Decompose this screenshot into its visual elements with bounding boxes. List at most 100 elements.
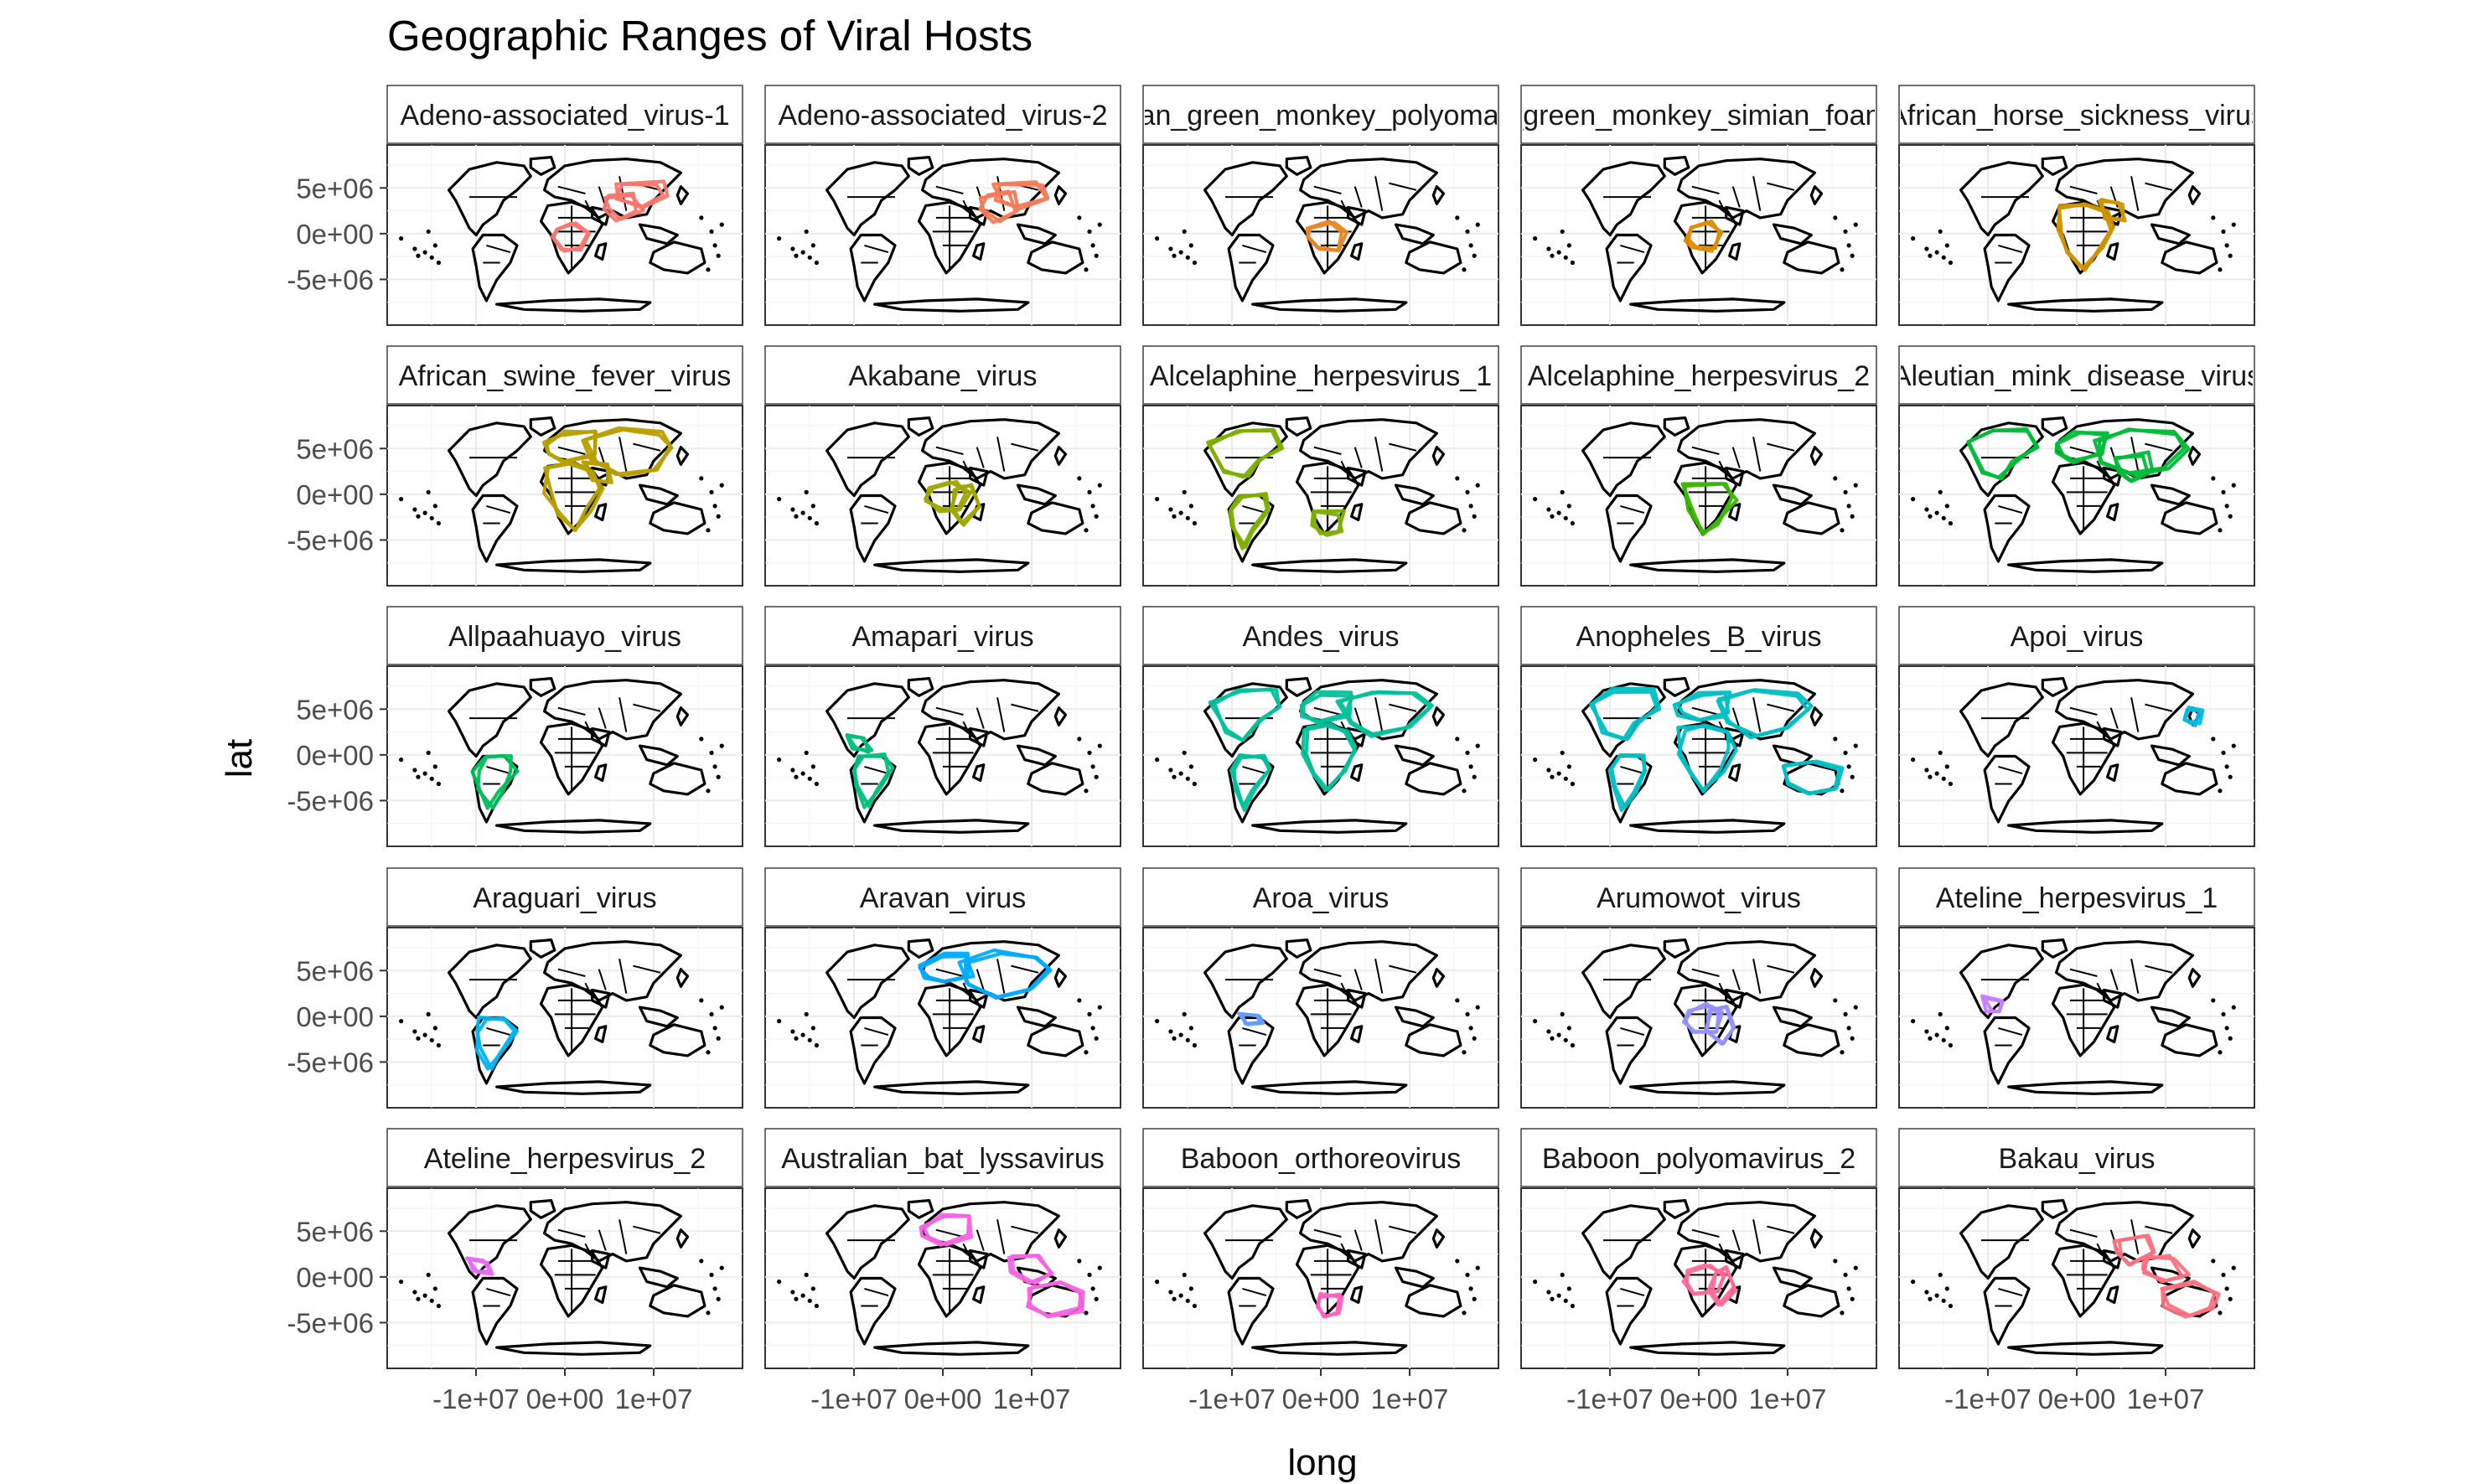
- island-dot: [1168, 1290, 1173, 1295]
- landmass-outline: [495, 558, 652, 573]
- island-dot: [2228, 1036, 2233, 1041]
- country-border: [486, 504, 511, 514]
- island-dot: [1911, 758, 1916, 763]
- island-dot: [709, 1011, 714, 1016]
- island-dot: [1840, 267, 1845, 272]
- facet-panel: Bakau_virus -1e+07 0e+00 1e+07: [1898, 1128, 2255, 1414]
- island-dot: [1938, 229, 1943, 234]
- island-dot: [1850, 1036, 1855, 1041]
- host-range-outline: [1232, 753, 1272, 812]
- landmass-outline: [849, 1276, 897, 1346]
- island-dot: [416, 253, 421, 258]
- landmass-outline: [529, 416, 556, 437]
- host-range-outline: [1316, 1291, 1344, 1319]
- country-border: [2069, 1228, 2098, 1238]
- country-border: [557, 1228, 586, 1238]
- facet-strip: [1142, 1128, 1499, 1187]
- host-range-outline: [1980, 994, 2004, 1014]
- island-dot: [1924, 246, 1929, 251]
- landmass-outline: [1673, 983, 1738, 1057]
- country-border: [1731, 969, 1741, 990]
- island-dot: [1182, 1272, 1187, 1277]
- island-dot: [2221, 489, 2226, 494]
- island-dot: [719, 743, 724, 748]
- island-dot: [1833, 998, 1838, 1003]
- island-dot: [1846, 243, 1851, 248]
- landmass-outline: [594, 1285, 608, 1304]
- landmass-outline: [471, 233, 519, 302]
- island-dot: [436, 1042, 441, 1048]
- landmass-outline: [969, 726, 989, 747]
- island-dot: [1087, 1272, 1092, 1277]
- island-dot: [2228, 1296, 2233, 1301]
- facet-panels: Adeno-associated_virus-1 5e+06 0e+00 -5e+06…: [287, 85, 2261, 1414]
- island-dot: [1941, 776, 1946, 781]
- landmass-outline: [2161, 762, 2218, 796]
- island-dot: [1560, 489, 1565, 494]
- landmass-outline: [907, 416, 934, 437]
- country-border: [1718, 460, 1727, 476]
- facet-strip-label: Ateline_herpesvirus_2: [424, 1143, 706, 1175]
- landmass-outline: [1394, 1266, 1435, 1289]
- host-range-outline: [1026, 1280, 1083, 1318]
- host-range-outline: [949, 483, 981, 525]
- facet-strip: [1142, 867, 1499, 927]
- facet-strip-label: Aleutian_mink_disease_virus: [1892, 360, 2261, 392]
- landmass-outline: [1295, 200, 1360, 275]
- island-dot: [1924, 507, 1929, 512]
- landmass-outline: [969, 1249, 989, 1269]
- landmass-outline: [649, 1284, 706, 1318]
- facet-strip-label: Anopheles_B_virus: [1576, 621, 1822, 653]
- island-dot: [1090, 1286, 1095, 1291]
- landmass-outline: [2041, 416, 2068, 437]
- island-dot: [1570, 1303, 1575, 1309]
- landmass-outline: [1251, 819, 1408, 834]
- host-range-outline: [475, 1015, 516, 1071]
- island-dot: [1843, 750, 1848, 755]
- island-dot: [1853, 1265, 1858, 1270]
- landmass-outline: [1350, 1025, 1364, 1043]
- island-dot: [1155, 1280, 1160, 1285]
- country-border: [935, 185, 964, 194]
- island-dot: [1172, 514, 1177, 519]
- landmass-outline: [543, 940, 682, 1002]
- facet-strip: [1898, 85, 2255, 144]
- island-dot: [800, 510, 805, 515]
- island-dot: [1944, 504, 1949, 509]
- landmass-outline: [594, 1025, 608, 1043]
- island-dot: [1084, 789, 1089, 794]
- island-dot: [2211, 737, 2216, 742]
- island-dot: [804, 229, 809, 234]
- landmass-outline: [1016, 744, 1057, 767]
- island-dot: [1178, 1032, 1183, 1037]
- landmass-outline: [917, 1244, 982, 1318]
- facet-strip: [764, 85, 1121, 144]
- host-range-outline: [1304, 722, 1357, 792]
- landmass-outline: [1299, 418, 1438, 480]
- landmass-outline: [1203, 682, 1288, 758]
- facet-panel: African_swine_fever_virus 5e+06 0e+00 -5e+0…: [287, 345, 743, 587]
- island-dot: [1560, 750, 1565, 755]
- facet-strip: [1520, 867, 1877, 927]
- island-dot: [1928, 253, 1933, 258]
- country-border: [633, 964, 661, 974]
- island-dot: [1077, 737, 1082, 742]
- island-dot: [1172, 774, 1177, 779]
- island-dot: [2221, 1272, 2226, 1277]
- facet-strip-label: Akabane_virus: [849, 360, 1038, 392]
- island-dot: [1556, 250, 1561, 255]
- facet-panel: Ateline_herpesvirus_1: [1898, 867, 2255, 1109]
- country-border: [557, 185, 586, 194]
- facet-panel: African_horse_sickness_virus: [1898, 85, 2255, 326]
- landmass-outline: [638, 1006, 679, 1028]
- landmass-outline: [591, 1249, 611, 1269]
- host-range-outline: [2142, 1254, 2191, 1283]
- country-border: [864, 765, 889, 775]
- island-dot: [2231, 1005, 2236, 1010]
- landmass-outline: [921, 679, 1060, 741]
- landmass-outline: [849, 494, 897, 563]
- landmass-outline: [1809, 706, 1824, 726]
- x-tick-label: 1e+07: [993, 1383, 1071, 1414]
- island-dot: [712, 504, 717, 509]
- y-tick-label: -5e+06: [287, 525, 374, 556]
